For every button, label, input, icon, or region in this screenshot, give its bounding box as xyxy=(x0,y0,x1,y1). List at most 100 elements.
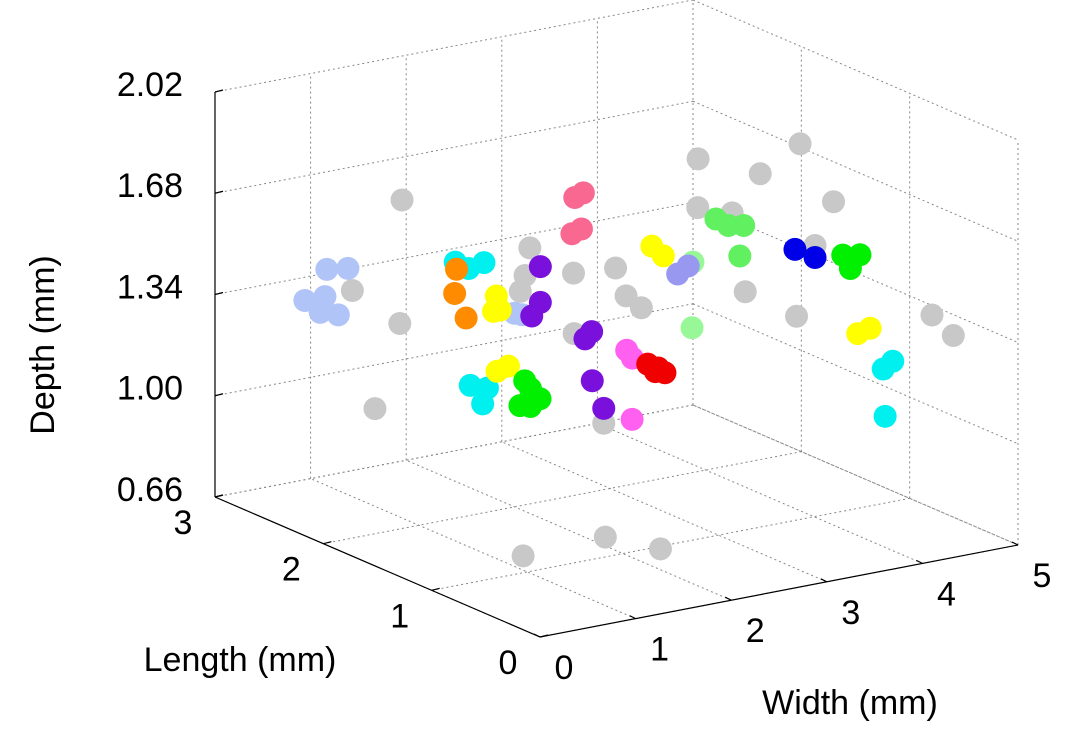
point xyxy=(728,244,752,268)
y-tick-label: 2 xyxy=(282,551,301,589)
point xyxy=(390,188,414,212)
x-tick-label: 1 xyxy=(650,631,669,669)
x-tick xyxy=(1011,541,1019,546)
x-tick xyxy=(629,615,636,620)
z-tick xyxy=(214,89,224,93)
point xyxy=(326,303,350,327)
grid-line xyxy=(692,303,1019,445)
z-tick-label: 1.68 xyxy=(117,167,183,205)
point xyxy=(748,162,772,186)
x-tick-label: 3 xyxy=(841,594,860,632)
z-tick-label: 1.00 xyxy=(117,370,183,408)
point xyxy=(336,256,360,280)
point xyxy=(785,304,809,328)
grid-line xyxy=(692,0,1019,141)
point xyxy=(941,323,965,347)
z-axis-label: Depth (mm) xyxy=(24,255,62,434)
point xyxy=(803,245,827,269)
x-axis xyxy=(539,544,1019,638)
x-tick xyxy=(724,596,732,601)
z-tick-label: 2.02 xyxy=(117,66,183,104)
point xyxy=(873,404,897,428)
x-tick-label: 5 xyxy=(1033,557,1052,595)
point xyxy=(620,407,644,431)
point xyxy=(733,280,757,304)
grid-line xyxy=(406,459,732,601)
point xyxy=(508,279,532,303)
point xyxy=(648,537,672,561)
point xyxy=(388,311,412,335)
point xyxy=(573,327,597,351)
point xyxy=(340,279,364,303)
point xyxy=(511,544,535,568)
y-tick xyxy=(431,587,440,591)
point xyxy=(858,316,882,340)
y-tick xyxy=(539,634,549,638)
point xyxy=(822,190,846,214)
grid-line xyxy=(214,303,694,397)
point xyxy=(561,261,585,285)
y-tick-label: 0 xyxy=(499,644,518,682)
y-tick xyxy=(323,541,332,545)
grid-line xyxy=(214,0,694,93)
point xyxy=(920,303,944,327)
point xyxy=(593,525,617,549)
point xyxy=(651,244,675,268)
grid-line xyxy=(597,422,923,564)
grid-line xyxy=(323,451,802,545)
point xyxy=(520,304,544,328)
point xyxy=(569,217,593,241)
point xyxy=(443,281,467,305)
point xyxy=(472,251,496,275)
grid-line xyxy=(501,441,827,583)
point xyxy=(458,373,482,397)
point xyxy=(496,354,520,378)
grid-line xyxy=(310,478,636,620)
x-tick xyxy=(916,559,923,564)
point xyxy=(592,396,616,420)
point xyxy=(871,357,895,381)
x-tick xyxy=(533,633,541,638)
x-axis-label: Width (mm) xyxy=(762,684,938,722)
point xyxy=(783,237,807,261)
grid-line xyxy=(431,497,910,591)
z-tick xyxy=(214,291,224,296)
grid-line xyxy=(692,404,1019,546)
grid-line xyxy=(214,202,694,295)
grid-line xyxy=(692,100,1019,242)
point xyxy=(686,196,710,220)
point xyxy=(680,316,704,340)
point xyxy=(445,257,469,281)
point xyxy=(629,296,653,320)
grid-line xyxy=(214,100,694,194)
point xyxy=(308,300,332,324)
x-tick-label: 2 xyxy=(746,612,765,650)
point xyxy=(732,214,756,238)
point xyxy=(315,257,339,281)
z-tick-label: 0.66 xyxy=(117,471,183,509)
point xyxy=(643,360,667,384)
point xyxy=(686,147,710,171)
y-tick-label: 3 xyxy=(174,504,193,542)
z-tick xyxy=(214,190,224,194)
point xyxy=(528,387,552,411)
point xyxy=(580,369,604,393)
point xyxy=(676,254,700,278)
z-tick xyxy=(214,494,224,498)
z-tick xyxy=(214,393,224,397)
y-tick-label: 1 xyxy=(390,597,409,635)
point xyxy=(571,181,595,205)
point xyxy=(518,236,542,260)
point xyxy=(471,392,495,416)
point xyxy=(838,257,862,281)
point xyxy=(788,132,812,156)
point xyxy=(604,256,628,280)
y-axis-label: Length (mm) xyxy=(144,641,337,679)
z-tick-label: 1.34 xyxy=(117,268,183,306)
point xyxy=(363,397,387,421)
point xyxy=(528,255,552,279)
x-tick-label: 4 xyxy=(937,575,956,613)
x-tick xyxy=(820,578,828,583)
